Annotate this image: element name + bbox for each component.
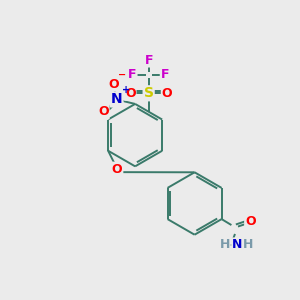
Text: F: F xyxy=(128,68,136,81)
Text: O: O xyxy=(245,215,256,228)
Text: O: O xyxy=(112,163,122,176)
Text: H: H xyxy=(219,238,230,251)
Text: F: F xyxy=(144,53,153,67)
Text: F: F xyxy=(161,68,169,81)
Text: N: N xyxy=(111,92,122,106)
Text: H: H xyxy=(243,238,254,251)
Text: O: O xyxy=(125,87,136,100)
Text: O: O xyxy=(98,106,109,118)
Text: S: S xyxy=(144,86,154,100)
Text: O: O xyxy=(108,77,119,91)
Text: O: O xyxy=(162,87,172,100)
Text: −: − xyxy=(118,70,126,80)
Text: +: + xyxy=(122,85,130,95)
Text: N: N xyxy=(232,238,243,251)
